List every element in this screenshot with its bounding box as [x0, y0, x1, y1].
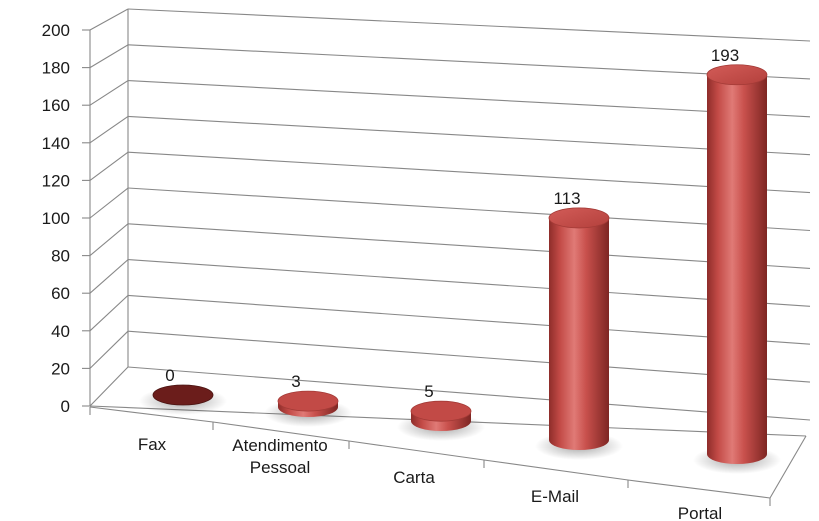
y-tick-label: 60 [51, 284, 70, 303]
left-wall-gridline [89, 294, 129, 332]
back-wall-gridline [127, 80, 811, 118]
left-wall-gridline [89, 259, 129, 294]
x-category-label-line: Carta [393, 468, 435, 487]
label-layer: Fax Atendimento Pessoal Carta E-Mail Portal 0 3… [138, 46, 739, 521]
back-wall-gridline [127, 294, 811, 345]
back-wall-gridline [127, 330, 811, 383]
y-tick-label: 120 [42, 171, 70, 190]
data-label: 3 [291, 372, 300, 391]
data-label: 5 [424, 382, 433, 401]
data-label: 0 [165, 366, 174, 385]
left-wall-gridline [89, 8, 129, 31]
grid-layer [89, 8, 811, 421]
data-label: 113 [553, 189, 580, 208]
left-wall-gridline [89, 115, 129, 144]
x-category-label: Carta [393, 468, 435, 487]
back-wall-gridline [127, 115, 811, 156]
back-wall-gridline [127, 259, 811, 307]
x-category-label-line: Atendimento [232, 436, 327, 455]
bar-top [706, 64, 768, 86]
back-wall-gridline [127, 366, 811, 421]
bar-layer [139, 64, 781, 474]
left-wall-gridline [89, 330, 129, 369]
back-wall-gridline [127, 151, 811, 194]
bar-top [152, 384, 214, 406]
back-wall-gridline [127, 44, 811, 80]
y-tick-label: 40 [51, 322, 70, 341]
left-wall-gridline [89, 44, 129, 69]
axis-layer: 0 20 40 60 80 100 120 140 160 180 200 [42, 9, 807, 506]
x-axis-line [89, 406, 771, 499]
x-category-label-line: Pessoal [250, 458, 310, 477]
y-tick-label: 140 [42, 134, 70, 153]
y-tick-label: 160 [42, 96, 70, 115]
y-tick-label: 80 [51, 247, 70, 266]
back-wall-gridline [127, 187, 811, 232]
left-wall-gridline [89, 366, 129, 407]
y-tick-label: 100 [42, 209, 70, 228]
y-tick-label: 180 [42, 59, 70, 78]
left-wall-gridline [89, 80, 129, 106]
left-wall-gridline [89, 151, 129, 181]
x-category-label: E-Mail [531, 487, 579, 506]
x-category-label: Fax [138, 435, 167, 454]
x-category-label-line: Portal [678, 504, 722, 521]
bar-top [548, 207, 610, 229]
floor-right-edge [769, 435, 807, 499]
y-tick-label: 200 [42, 21, 70, 40]
x-category-label: Atendimento Pessoal [232, 436, 327, 477]
back-wall-gridline [127, 8, 811, 42]
x-category-label-line: E-Mail [531, 487, 579, 506]
y-tick-label: 0 [61, 397, 70, 416]
left-wall-gridline [89, 187, 129, 219]
data-label: 193 [711, 46, 739, 65]
x-category-label-line: Fax [138, 435, 167, 454]
bar-body [549, 217, 609, 450]
x-category-label: Portal [678, 504, 722, 521]
back-wall-gridline [127, 223, 811, 269]
y-tick-label: 20 [51, 359, 70, 378]
bar-body [707, 74, 767, 464]
bar-top [277, 390, 339, 412]
bar-top [410, 400, 472, 422]
left-wall-gridline [89, 223, 129, 257]
